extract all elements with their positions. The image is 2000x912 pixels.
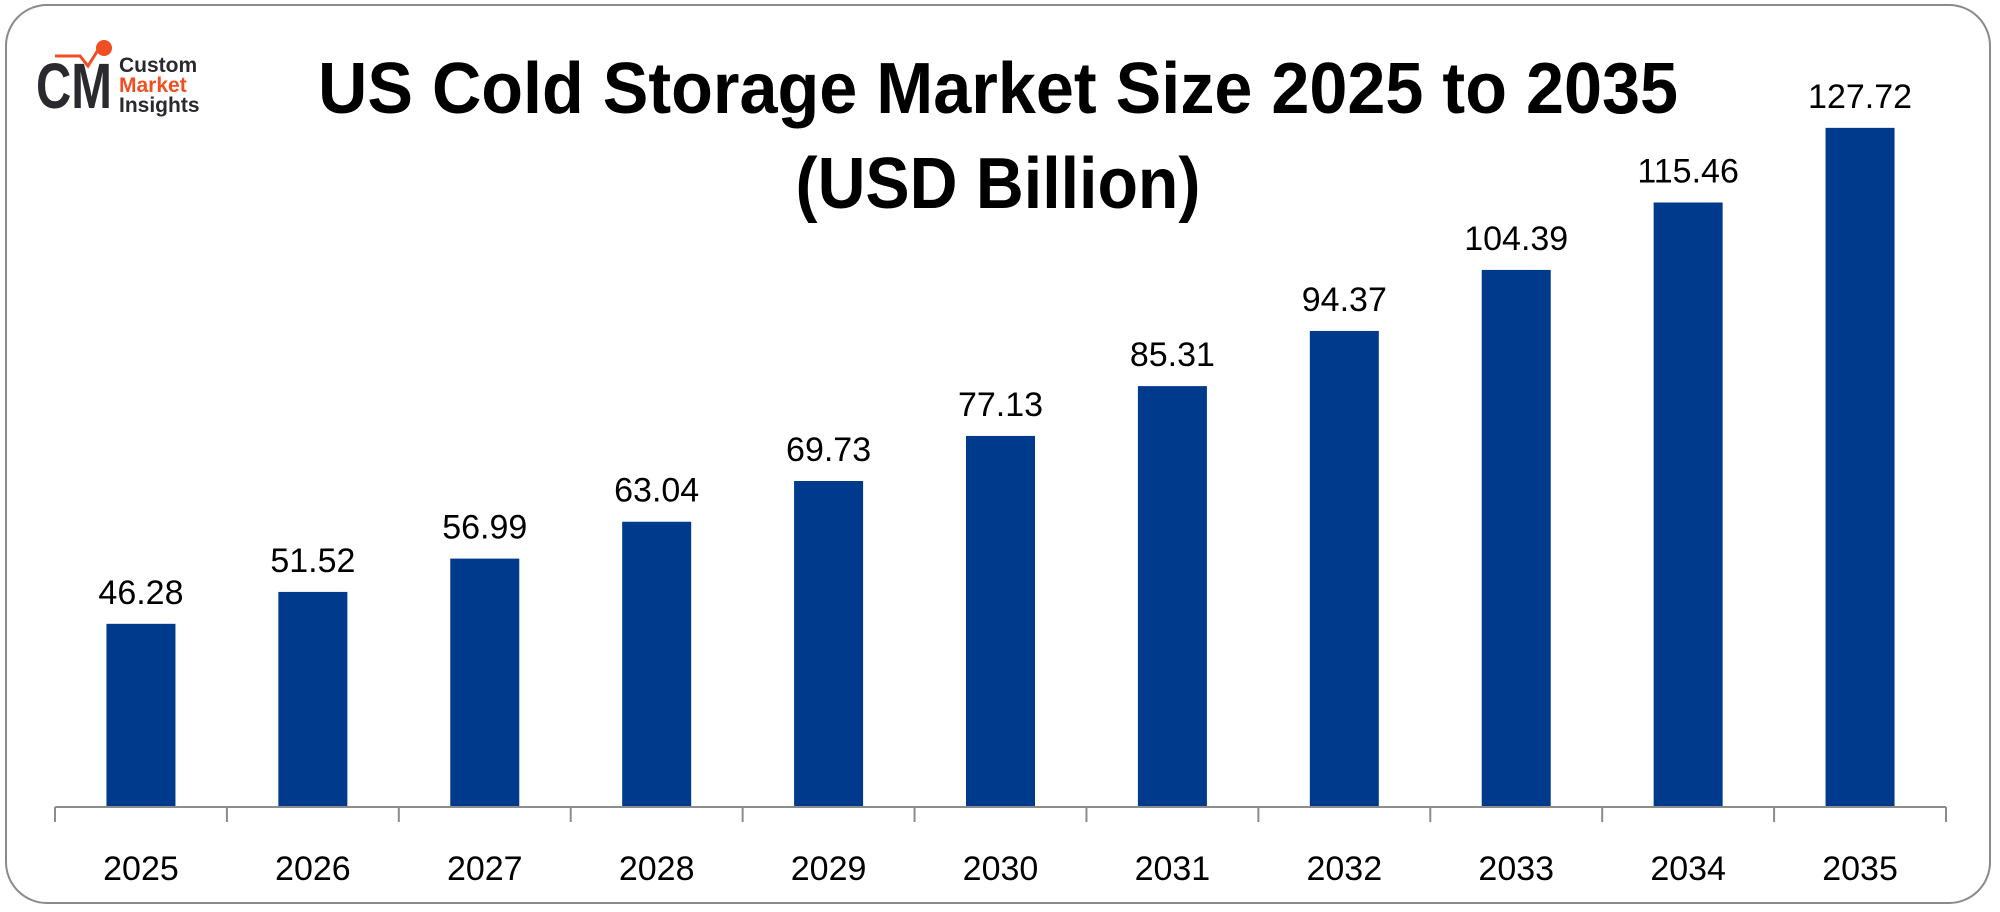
x-tick-label-2025: 2025 xyxy=(103,850,179,888)
data-label-2034: 115.46 xyxy=(1637,153,1738,191)
chart-subtitle: (USD Billion) xyxy=(796,144,1201,224)
data-label-2026: 51.52 xyxy=(270,542,355,580)
chart-title: US Cold Storage Market Size 2025 to 2035 xyxy=(318,49,1678,129)
data-label-2025: 46.28 xyxy=(98,574,183,612)
bar-2032 xyxy=(1309,330,1379,807)
logo-trend-icon xyxy=(55,49,100,69)
data-label-2031: 85.31 xyxy=(1130,336,1215,374)
x-tick-label-2029: 2029 xyxy=(791,850,867,888)
x-tick-label-2028: 2028 xyxy=(619,850,695,888)
x-tick-label-2031: 2031 xyxy=(1135,850,1211,888)
data-label-2029: 69.73 xyxy=(786,431,871,469)
x-tick-label-2027: 2027 xyxy=(447,850,523,888)
data-label-2032: 94.37 xyxy=(1302,281,1387,319)
x-tick-label-2034: 2034 xyxy=(1650,850,1726,888)
logo-text-custom: Custom xyxy=(119,54,197,77)
logo-dot-icon xyxy=(96,40,112,56)
data-label-2033: 104.39 xyxy=(1464,220,1568,258)
bar-2026 xyxy=(278,591,348,807)
x-tick-label-2030: 2030 xyxy=(963,850,1039,888)
logo: CM Custom Market Insights xyxy=(36,40,200,122)
bar-2025 xyxy=(106,623,176,807)
bar-2030 xyxy=(966,435,1035,807)
x-tick-label-2032: 2032 xyxy=(1306,850,1382,888)
bar-2031 xyxy=(1137,386,1207,807)
x-tick-label-2035: 2035 xyxy=(1822,850,1898,888)
bar-2029 xyxy=(794,481,864,807)
data-label-2035: 127.72 xyxy=(1808,78,1912,116)
logo-text-insights: Insights xyxy=(119,94,200,117)
data-label-2027: 56.99 xyxy=(442,509,527,547)
bar-2034 xyxy=(1653,202,1723,808)
logo-text-market: Market xyxy=(119,74,187,97)
data-label-2028: 63.04 xyxy=(614,472,699,510)
bar-2027 xyxy=(450,558,520,807)
bar-2033 xyxy=(1481,269,1551,807)
x-tick-label-2026: 2026 xyxy=(275,850,351,888)
x-tick-label-2033: 2033 xyxy=(1478,850,1554,888)
logo-mark: CM xyxy=(36,50,112,122)
chart-frame xyxy=(5,4,1991,904)
bar-2028 xyxy=(622,521,692,807)
bar-2035 xyxy=(1825,127,1895,807)
data-label-2030: 77.13 xyxy=(958,386,1043,424)
